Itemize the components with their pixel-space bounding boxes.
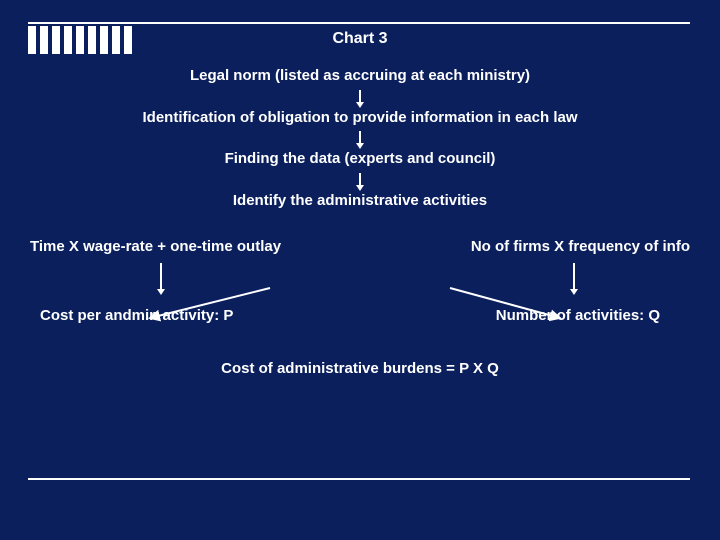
arrow-icon — [359, 173, 361, 187]
left-input: Time X wage-rate + one-time outlay — [30, 238, 347, 255]
top-rule — [28, 22, 690, 24]
left-branch: Time X wage-rate + one-time outlay Cost … — [30, 238, 347, 324]
right-output: Number of activities: Q — [373, 307, 690, 324]
step-2: Identification of obligation to provide … — [0, 108, 720, 128]
step-1: Legal norm (listed as accruing at each m… — [0, 66, 720, 86]
step-3: Finding the data (experts and council) — [0, 149, 720, 169]
left-output: Cost per andmin activity: P — [30, 307, 347, 324]
arrow-icon — [160, 263, 162, 291]
slide-content: Chart 3 Legal norm (listed as accruing a… — [0, 30, 720, 377]
arrow-icon — [359, 131, 361, 145]
arrow-icon — [573, 263, 575, 291]
split-columns: Time X wage-rate + one-time outlay Cost … — [0, 238, 720, 324]
final-result: Cost of administrative burdens = P X Q — [0, 360, 720, 377]
right-input: No of firms X frequency of info — [373, 238, 690, 255]
bottom-rule — [28, 478, 690, 480]
step-4: Identify the administrative activities — [0, 191, 720, 211]
chart-title: Chart 3 — [0, 30, 720, 48]
arrow-icon — [359, 90, 361, 104]
right-branch: No of firms X frequency of info Number o… — [373, 238, 690, 324]
